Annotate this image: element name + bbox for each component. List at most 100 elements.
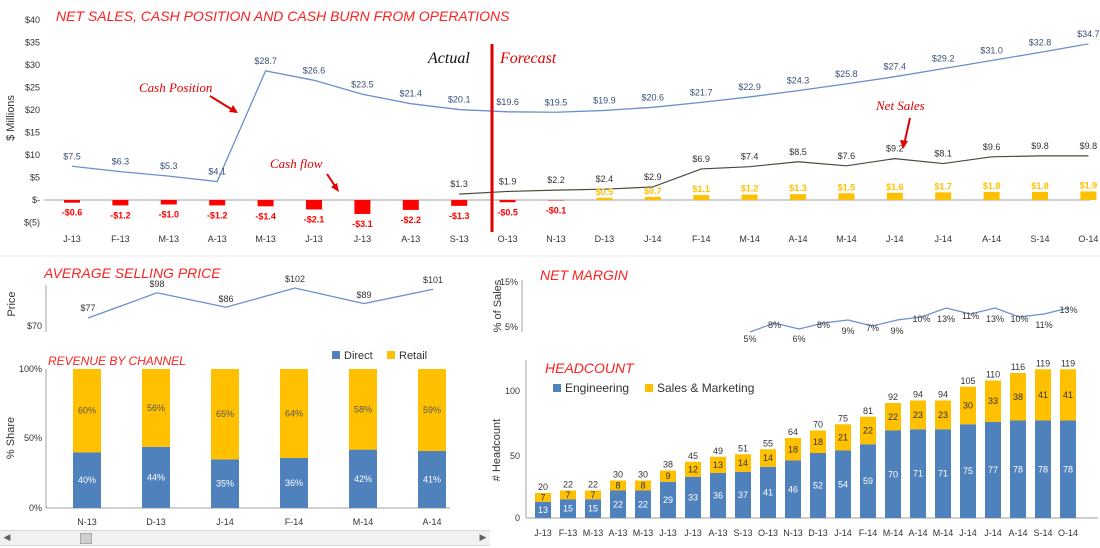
sales-marketing-count-label: 18 (788, 444, 798, 454)
cash-position-label: $7.5 (63, 151, 81, 161)
main-x-tick: A-14 (982, 234, 1001, 244)
cash-position-label: $20.6 (642, 92, 665, 102)
cash-flow-label: $1.6 (886, 182, 904, 192)
headcount-total-label: 94 (938, 390, 948, 400)
sales-marketing-bar (835, 424, 851, 451)
cash-flow-bar (257, 200, 274, 207)
sales-marketing-count-label: 41 (1063, 390, 1073, 400)
sales-marketing-bar (610, 480, 626, 491)
cash-flow-bar (1080, 191, 1097, 200)
net-sales-line (459, 155, 1089, 195)
sales-marketing-bar (760, 449, 776, 467)
net-sales-arrow-icon (903, 117, 911, 146)
engineering-bar (910, 429, 926, 518)
engineering-bar (1035, 420, 1051, 518)
engineering-count-label: 75 (963, 466, 973, 476)
retail-share-label: 56% (147, 403, 165, 413)
headcount-total-label: 22 (563, 480, 573, 490)
engineering-count-label: 22 (613, 499, 623, 509)
main-y-tick: $30 (25, 60, 40, 70)
sales-marketing-count-label: 7 (565, 490, 570, 500)
sales-marketing-count-label: 30 (963, 401, 973, 411)
cash-flow-bar (499, 200, 516, 203)
main-x-tick: J-13 (305, 234, 323, 244)
cash-position-label: $28.7 (254, 56, 277, 66)
margin-chart: NET MARGIN % of Sales 15% 5% 5% 8% 6% 8% 9% 7… (492, 267, 1078, 344)
retail-bar (211, 369, 239, 460)
cash-position-label: $26.6 (303, 65, 326, 75)
margin-value-label: 7% (866, 323, 879, 333)
headcount-total-label: 38 (663, 460, 673, 470)
main-x-tick: J-14 (934, 234, 952, 244)
sales-marketing-count-label: 23 (913, 410, 923, 420)
direct-share-label: 44% (147, 472, 165, 482)
cash-flow-label: -$2.1 (304, 214, 325, 224)
margin-value-label: 5% (743, 334, 756, 344)
cash-position-label: $5.3 (160, 161, 178, 171)
engineering-count-label: 78 (1013, 464, 1023, 474)
retail-share-label: 60% (78, 406, 96, 416)
headcount-x-tick: A-14 (1008, 528, 1027, 538)
margin-value-label: 11% (962, 311, 979, 321)
net-sales-label: $9.2 (886, 144, 904, 154)
headcount-total-label: 30 (638, 470, 648, 480)
asp-value-label: $101 (423, 275, 443, 285)
scroll-right-icon[interactable]: ▶ (479, 533, 487, 543)
main-y-tick: $5 (30, 173, 40, 183)
retail-bar (349, 369, 377, 450)
sales-marketing-bar (885, 403, 901, 431)
headcount-x-tick: J-13 (659, 528, 677, 538)
headcount-x-tick: F-14 (859, 528, 878, 538)
headcount-x-tick: S-14 (1033, 528, 1052, 538)
direct-bar (280, 457, 308, 508)
headcount-total-label: 119 (1061, 358, 1075, 368)
net-sales-label: $9.8 (1031, 141, 1049, 151)
retail-bar (142, 369, 170, 447)
cash-flow-bar (451, 200, 468, 206)
headcount-y-axis-label: # Headcount (491, 419, 503, 481)
scrollbar-thumb[interactable] (80, 533, 92, 544)
engineering-count-label: 71 (938, 469, 948, 479)
headcount-x-tick: A-13 (708, 528, 727, 538)
cash-flow-label: $0.7 (644, 186, 662, 196)
margin-value-label: 11% (1035, 320, 1052, 330)
cash-position-label: $27.4 (884, 62, 907, 72)
headcount-total-label: 81 (863, 406, 873, 416)
sales-marketing-bar (935, 400, 951, 430)
sales-marketing-bar (560, 490, 576, 500)
retail-bar (73, 369, 101, 453)
margin-y-tick: 5% (505, 322, 518, 332)
headcount-total-label: 20 (538, 482, 548, 492)
net-sales-label: $8.5 (789, 147, 807, 157)
horizontal-scrollbar[interactable]: ◀ ▶ (0, 530, 490, 546)
sales-marketing-bar (685, 461, 701, 477)
sales-marketing-count-label: 8 (615, 481, 620, 491)
cash-flow-label: -$0.6 (62, 208, 83, 218)
margin-value-label: 13% (986, 314, 1004, 324)
margin-value-label: 8% (817, 320, 830, 330)
asp-value-label: $89 (356, 290, 371, 300)
sales-marketing-bar (910, 400, 926, 430)
asp-chart-title: AVERAGE SELLING PRICE (43, 265, 221, 281)
sales-marketing-bar (735, 454, 751, 472)
main-x-tick: J-13 (63, 234, 81, 244)
main-x-tick: M-14 (836, 234, 857, 244)
net-sales-label: $2.4 (596, 174, 614, 184)
headcount-total-label: 49 (713, 446, 723, 456)
margin-value-label: 9% (890, 326, 903, 336)
headcount-y-tick: 100 (505, 386, 520, 396)
main-x-tick: O-13 (498, 234, 518, 244)
headcount-x-tick: J-13 (684, 528, 702, 538)
main-y-axis-label: $ Millions (5, 95, 17, 141)
engineering-bar (785, 460, 801, 518)
direct-bar (349, 449, 377, 508)
margin-y-tick: 15% (500, 277, 518, 287)
scroll-left-icon[interactable]: ◀ (3, 533, 11, 543)
net-sales-label: $2.9 (644, 172, 662, 182)
engineering-bar (685, 476, 701, 518)
net-sales-label: $2.2 (547, 175, 565, 185)
margin-chart-title: NET MARGIN (540, 267, 629, 283)
engineering-count-label: 78 (1063, 464, 1073, 474)
margin-value-label: 13% (1059, 305, 1077, 315)
cash-position-label: $21.7 (690, 87, 713, 97)
